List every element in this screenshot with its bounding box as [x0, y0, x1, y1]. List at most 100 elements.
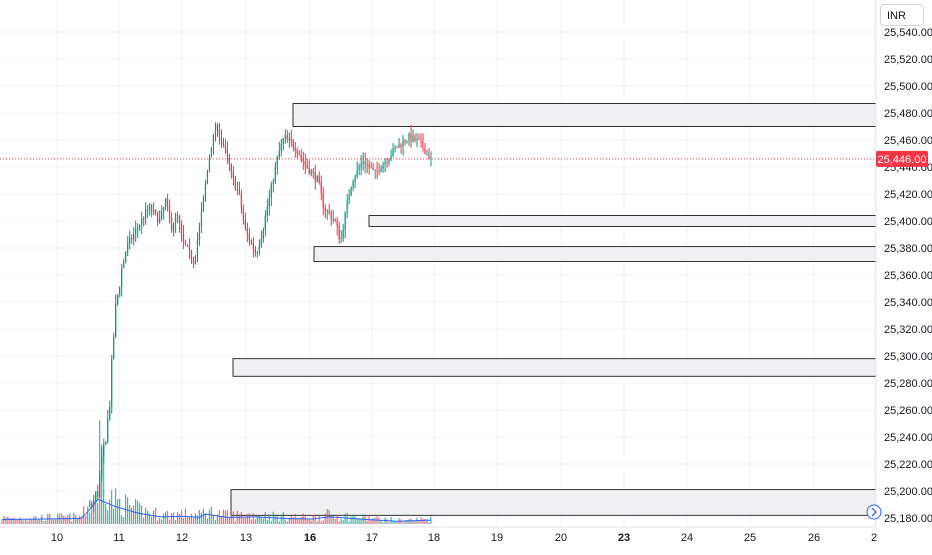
volume-bar [206, 518, 209, 524]
zone-box[interactable] [230, 489, 877, 516]
x-tick-label: 26 [808, 532, 820, 544]
candle-body [290, 138, 292, 142]
volume-bar [129, 504, 131, 524]
volume-bar [306, 519, 308, 524]
zone-box[interactable] [313, 246, 877, 262]
candle-body [260, 238, 262, 246]
candle-body [162, 207, 165, 212]
candle-body [164, 198, 167, 208]
candle-body [342, 229, 344, 238]
candle-body [242, 208, 244, 220]
volume-bar [292, 517, 294, 524]
candle-body [230, 164, 232, 171]
volume-bar [412, 520, 414, 524]
candle-body [406, 140, 408, 143]
volume-bar [216, 514, 218, 524]
y-tick-label: 25,380.00 [884, 243, 932, 255]
candle-body [256, 251, 258, 253]
volume-bar [234, 520, 236, 524]
candle-body [272, 181, 274, 185]
candle-body [134, 229, 137, 234]
candle-body [304, 161, 306, 165]
candle-body [412, 135, 414, 142]
volume-bar [406, 519, 408, 524]
candle-body [234, 178, 236, 190]
candle-body [144, 209, 147, 220]
volume-bar [344, 513, 346, 524]
volume-bar [158, 518, 161, 524]
current-price-badge: 25,446.00 [876, 150, 928, 167]
zone-box[interactable] [368, 215, 877, 227]
candle-body [91, 503, 93, 506]
volume-bar [388, 522, 390, 524]
candle-body [422, 140, 424, 149]
x-tick-label: 19 [491, 532, 503, 544]
y-tick-label: 25,420.00 [884, 189, 932, 201]
candle-body [105, 441, 107, 445]
scroll-to-realtime-button[interactable] [866, 504, 882, 520]
candle-body [326, 210, 328, 212]
currency-button[interactable]: INR [880, 4, 924, 26]
candle-body [148, 205, 151, 210]
volume-bar [97, 503, 99, 524]
zone-box[interactable] [292, 103, 877, 127]
candle-body [394, 147, 396, 149]
volume-bar [188, 517, 191, 524]
volume-bar [113, 508, 115, 524]
volume-bar [79, 515, 81, 524]
volume-bar [286, 521, 288, 524]
volume-bar [146, 510, 149, 524]
volume-bar [134, 499, 137, 524]
zone-box[interactable] [232, 358, 877, 377]
volume-bar [280, 514, 282, 524]
volume-bar [356, 519, 358, 524]
y-tick-label: 25,240.00 [884, 432, 932, 444]
volume-bar [107, 510, 109, 524]
volume-bar [414, 520, 416, 524]
volume-bar [244, 517, 246, 524]
volume-bar [268, 514, 270, 524]
candle-body [414, 135, 416, 141]
candle-body [184, 241, 187, 245]
candle-body [408, 133, 410, 141]
candle-body [138, 224, 141, 228]
time-axis[interactable]: 10 11 12 13 16 17 18 19 20 23 24 25 26 2 [51, 532, 877, 544]
candle-body [392, 148, 394, 156]
candle-body [152, 210, 155, 212]
candle-body [340, 237, 342, 239]
candle-body [142, 218, 145, 220]
candle-body [348, 195, 350, 201]
volume-bar [354, 514, 356, 524]
volume-bar [11, 517, 13, 524]
candle-body [250, 240, 252, 243]
price-axis[interactable]: 25,180.00 25,200.00 25,220.00 25,240.00 25,2… [884, 27, 932, 525]
volume-bar [121, 515, 123, 524]
volume-bar [9, 518, 11, 524]
candle-body [270, 184, 272, 197]
volume-bar [136, 500, 139, 524]
volume-bar [132, 505, 135, 524]
candle-body [332, 219, 334, 221]
volume-bar [1, 520, 3, 524]
candle-body [240, 193, 242, 209]
y-tick-label: 25,360.00 [884, 270, 932, 282]
candle-body [410, 133, 412, 142]
volume-bar [200, 512, 203, 524]
volume-bar [208, 509, 211, 524]
candle-body [101, 455, 103, 475]
current-price-label: 25,446.00 [878, 154, 927, 166]
volume-bar [338, 521, 340, 524]
volume-bar [248, 513, 250, 524]
volume-bar [87, 506, 89, 524]
candle-body [176, 215, 179, 217]
volume-bar [324, 513, 326, 524]
volume-bar [101, 444, 103, 524]
volume-moving-average [2, 498, 432, 522]
volume-bar [394, 521, 396, 524]
volume-bar [160, 519, 163, 524]
candle-body [378, 170, 380, 172]
volume-bar [240, 512, 242, 524]
candle-body [360, 163, 362, 168]
